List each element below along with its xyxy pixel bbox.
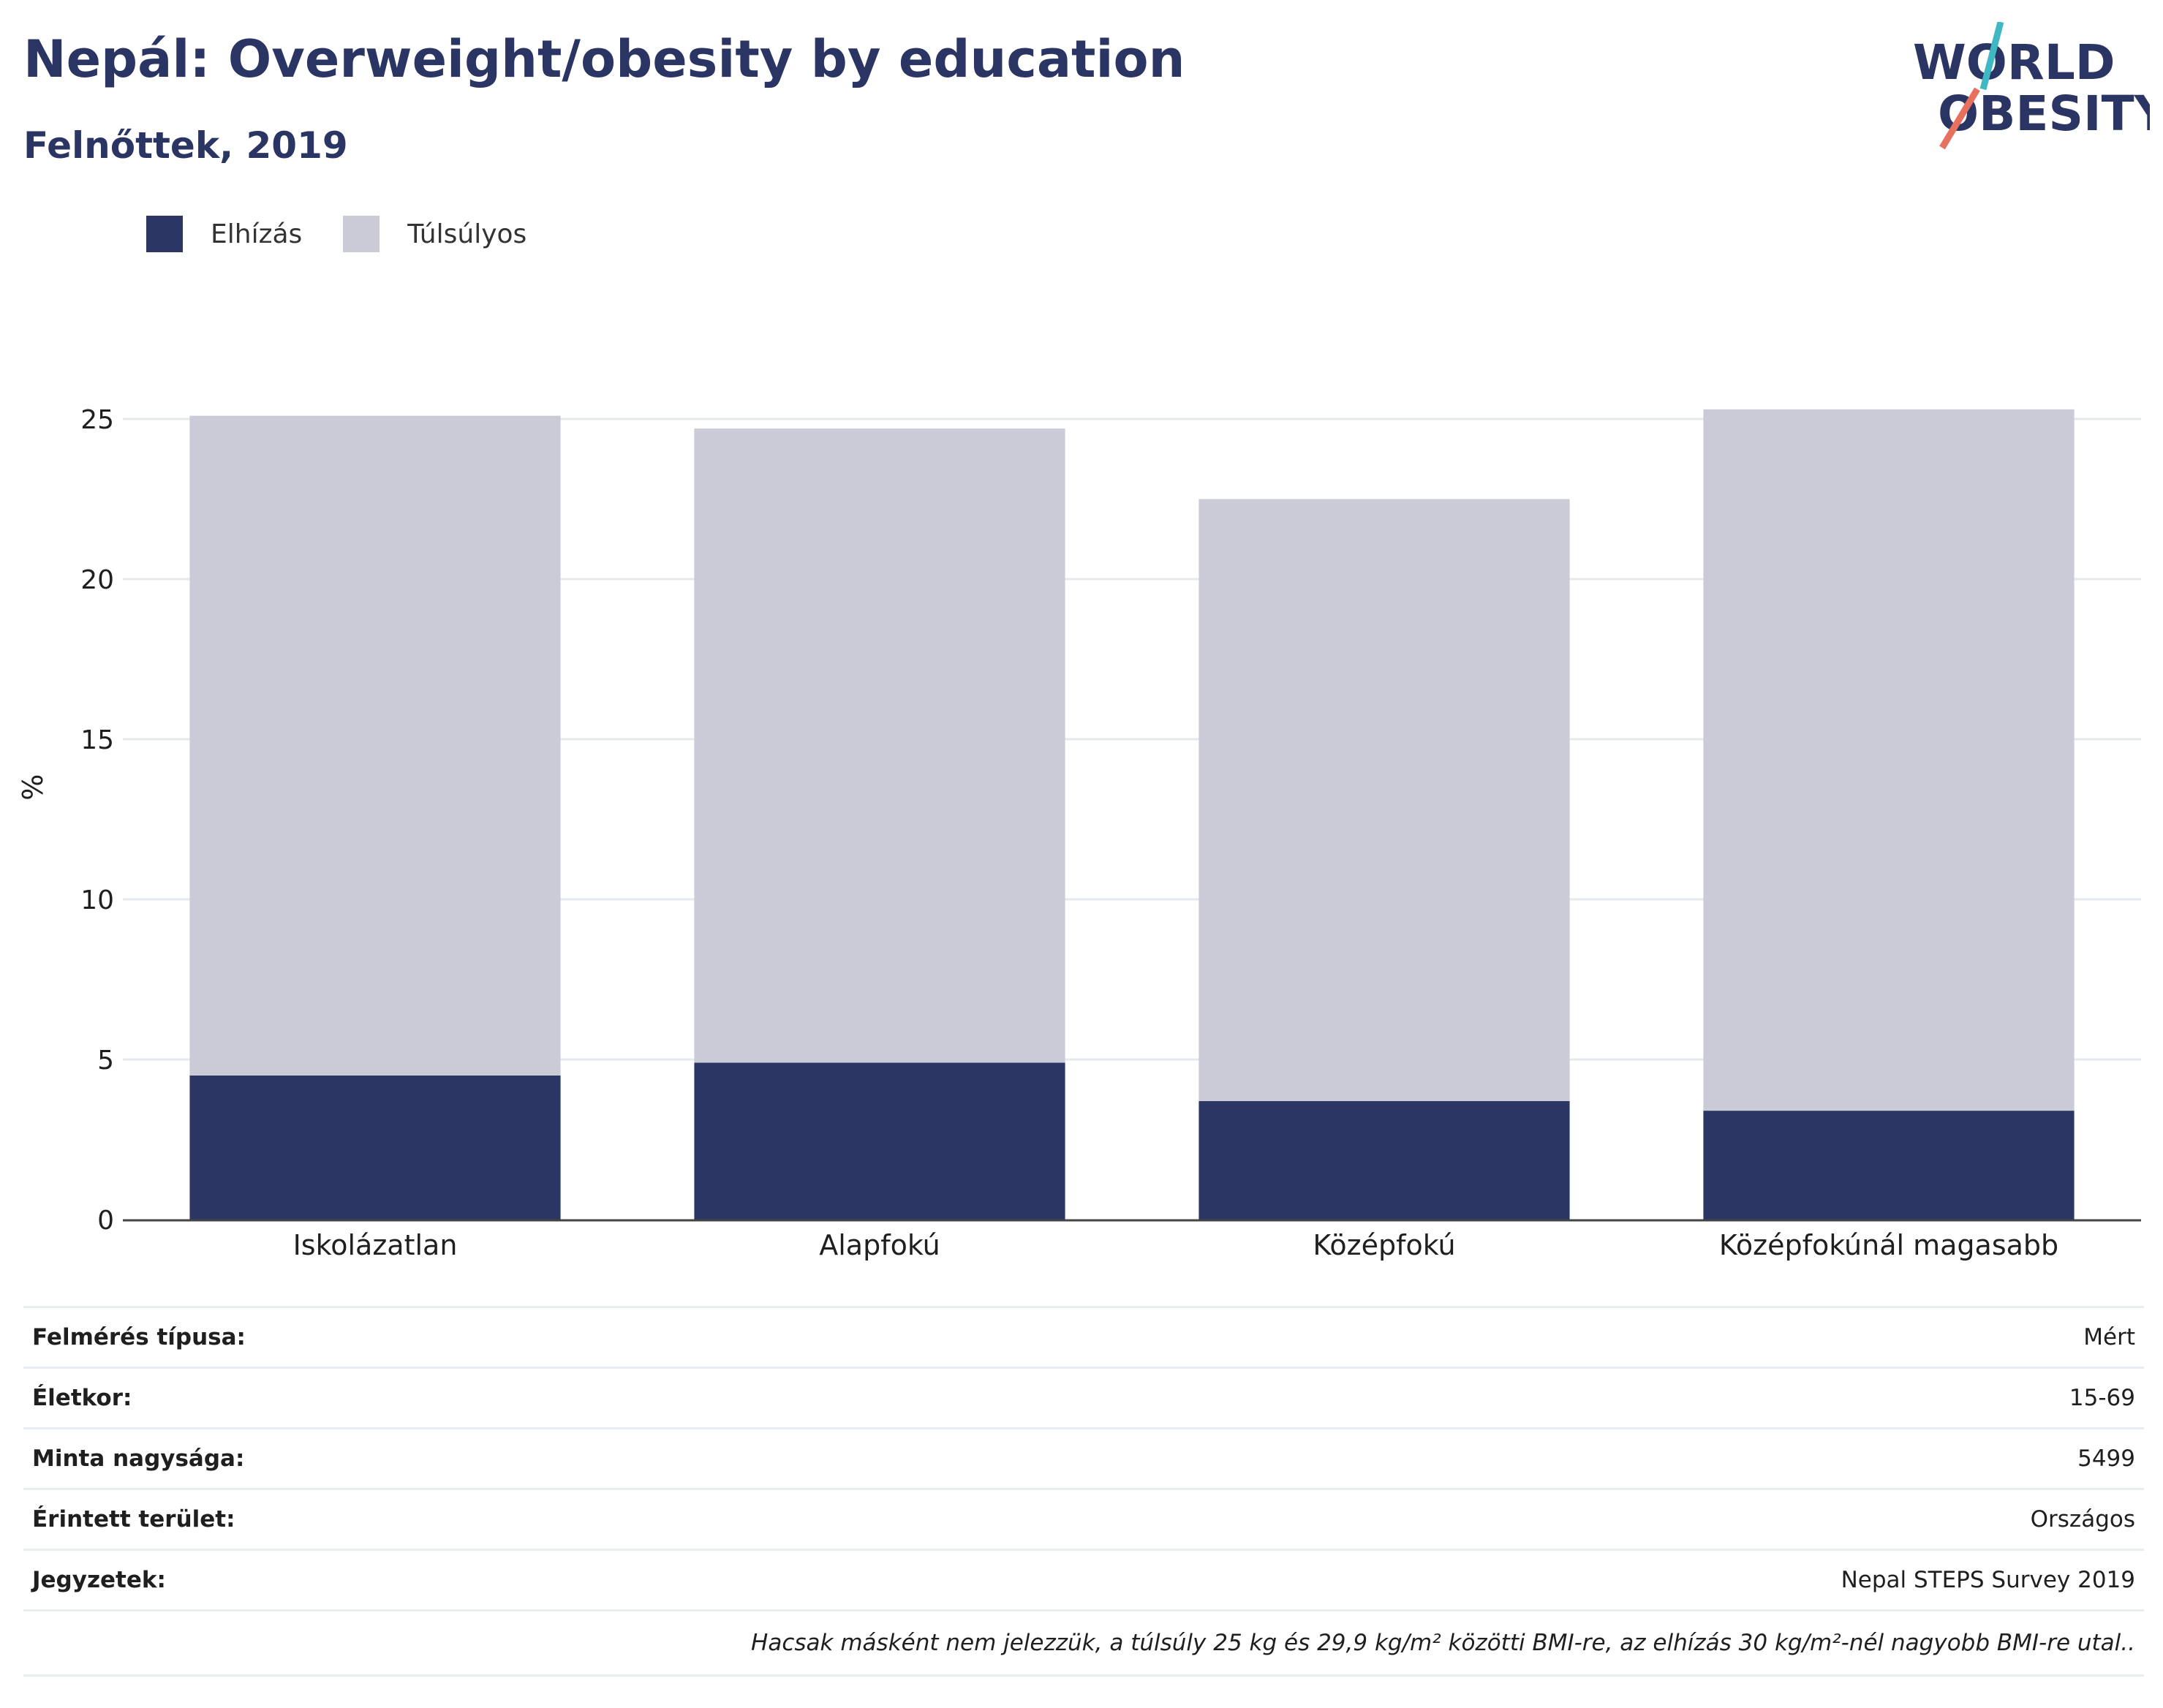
bar-elhizas [694, 1062, 1065, 1220]
bar-tulsulyos [694, 428, 1065, 1063]
legend-label-elhizas: Elhízás [211, 219, 303, 249]
info-row: Életkor: 15-69 [23, 1367, 2144, 1429]
survey-info-table: Felmérés típusa: Mért Életkor: 15-69 Minta n… [23, 1306, 2144, 1677]
legend-item-elhizas[interactable]: Elhízás [146, 216, 302, 252]
x-tick-label: Középfokúnál magasabb [1719, 1229, 2058, 1261]
bars [189, 409, 2075, 1220]
bar-tulsulyos [189, 415, 561, 1076]
y-tick-label: 0 [97, 1206, 114, 1236]
y-tick-label: 20 [80, 565, 114, 595]
info-label: Felmérés típusa: [23, 1306, 926, 1368]
bar-elhizas [1198, 1100, 1570, 1220]
x-tick-label: Alapfokú [819, 1229, 940, 1261]
info-label: Érintett terület: [23, 1488, 926, 1550]
chart-legend: Elhízás Túlsúlyos [146, 216, 567, 252]
logo-slash-teal [1979, 22, 2004, 91]
y-axis-title: % [17, 774, 49, 801]
info-row: Felmérés típusa: Mért [23, 1306, 2144, 1368]
x-tick-label: Iskolázatlan [293, 1229, 458, 1261]
info-row: Jegyzetek: Nepal STEPS Survey 2019 [23, 1549, 2144, 1611]
y-tick-label: 25 [80, 405, 114, 435]
y-tick-label: 10 [80, 885, 114, 915]
world-obesity-logo: WORLD OBESITY [1913, 22, 2150, 150]
info-row: Érintett terület: Országos [23, 1488, 2144, 1550]
info-row: Minta nagysága: 5499 [23, 1427, 2144, 1489]
legend-label-tulsulyos: Túlsúlyos [407, 219, 527, 249]
y-tick-label: 15 [80, 725, 114, 755]
info-value: Nepal STEPS Survey 2019 [926, 1549, 2144, 1611]
info-label: Minta nagysága: [23, 1427, 926, 1489]
bar-elhizas [189, 1075, 561, 1220]
stacked-bar-chart: 0 5 10 15 20 25 Iskolázatlan Alapfokú Középfokú… [17, 405, 2141, 1261]
info-value: Országos [926, 1488, 2144, 1550]
bar-elhizas [1703, 1111, 2075, 1220]
legend-swatch-tulsulyos [343, 216, 380, 252]
info-value: Mért [926, 1306, 2144, 1368]
logo-slash-coral [1939, 87, 1980, 150]
bar-tulsulyos [1198, 499, 1570, 1101]
chart-subtitle: Felnőttek, 2019 [23, 124, 348, 167]
info-label: Jegyzetek: [23, 1549, 926, 1611]
info-label: Életkor: [23, 1367, 926, 1429]
chart-title: Nepál: Overweight/obesity by education [23, 29, 1185, 89]
info-value: 5499 [926, 1427, 2144, 1489]
y-tick-label: 5 [97, 1046, 114, 1076]
definition-note: Hacsak másként nem jelezzük, a túlsúly 2… [23, 1609, 2144, 1677]
logo-line-world: WORLD [1913, 34, 2115, 91]
y-tick-labels: 0 5 10 15 20 25 [80, 405, 114, 1236]
info-value: 15-69 [926, 1367, 2144, 1429]
x-tick-label: Középfokú [1313, 1229, 1455, 1261]
logo-line-obesity: OBESITY [1938, 86, 2150, 142]
bar-tulsulyos [1703, 409, 2075, 1111]
legend-swatch-elhizas [146, 216, 183, 252]
x-tick-labels: Iskolázatlan Alapfokú Középfokú Középfokúná… [293, 1229, 2059, 1261]
legend-item-tulsulyos[interactable]: Túlsúlyos [343, 216, 526, 252]
note-row: Hacsak másként nem jelezzük, a túlsúly 2… [23, 1609, 2144, 1677]
